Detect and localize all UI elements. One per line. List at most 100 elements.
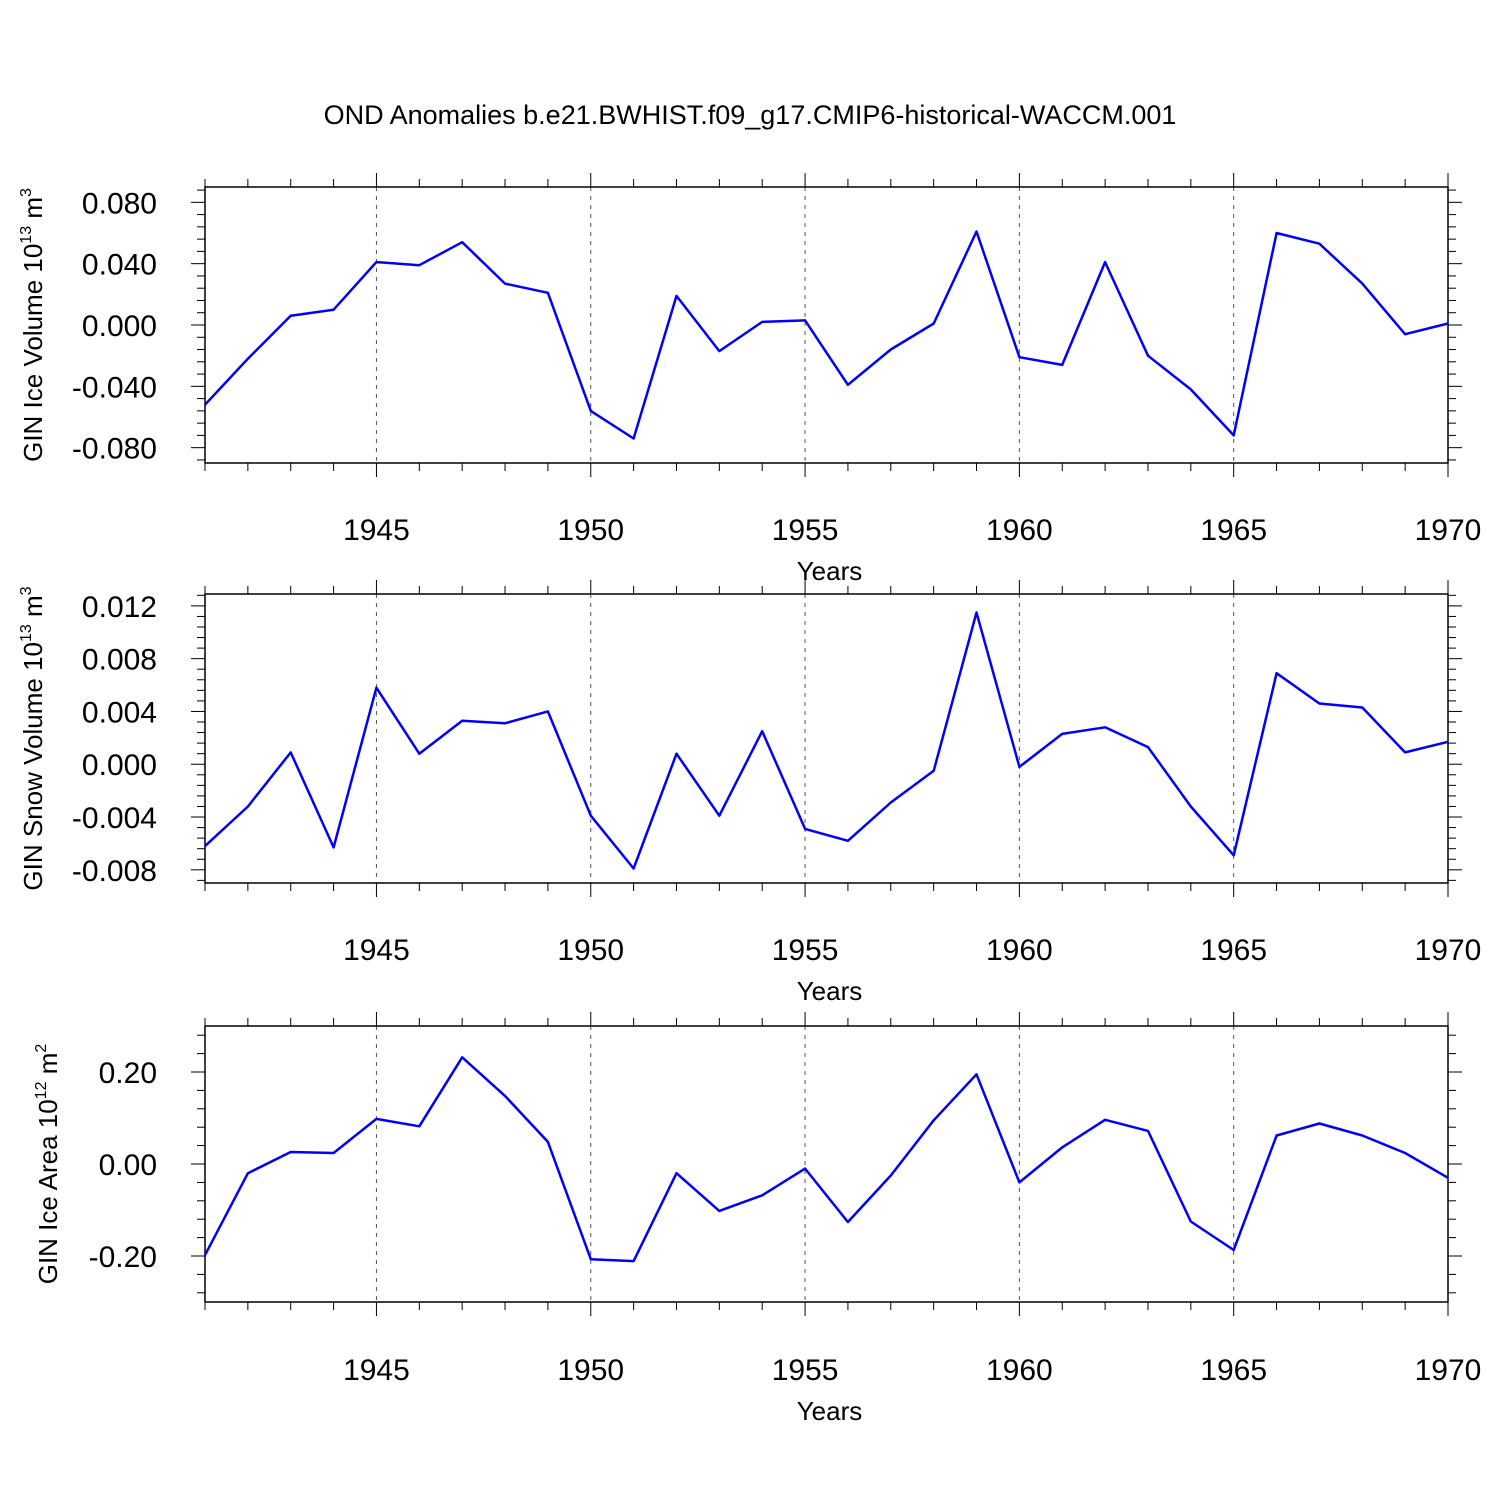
x-tick-label: 1945 (343, 514, 410, 547)
data-point (418, 264, 420, 266)
data-point (590, 410, 592, 412)
data-point (976, 1073, 978, 1075)
data-point (933, 322, 935, 324)
data-point (1276, 672, 1278, 674)
data-point (1061, 364, 1063, 366)
data-point (1318, 703, 1320, 705)
y-axis-title-unit-exponent: 2 (33, 1044, 50, 1053)
y-axis-title-unit-exponent: 3 (18, 188, 35, 197)
y-axis-title-text: GIN Snow Volume 10 (18, 642, 48, 891)
data-point (761, 1194, 763, 1196)
data-point (418, 1125, 420, 1127)
chart-title: OND Anomalies b.e21.BWHIST.f09_g17.CMIP6… (324, 100, 1177, 130)
data-point (1104, 261, 1106, 263)
plot-frame (204, 1025, 1449, 1303)
panels: -0.080 -0.040 0.000 0.040 0.080 1945 1950 1955 1… (18, 173, 1481, 1426)
data-point (847, 1221, 849, 1223)
data-point (847, 840, 849, 842)
data-point (1404, 333, 1406, 335)
data-point (1061, 733, 1063, 735)
panel-2: -0.008 -0.004 0.000 0.004 0.008 0.012 1945 1950… (18, 580, 1481, 1006)
x-tick-label: 1955 (772, 934, 839, 967)
plot-frame (204, 186, 1449, 464)
data-point (1190, 1221, 1192, 1223)
y-axis-title: GIN Ice Area 1012 m2 (33, 1044, 63, 1285)
data-point (633, 867, 635, 869)
x-tick-label: 1970 (1415, 514, 1482, 547)
x-tick-label: 1970 (1415, 934, 1482, 967)
data-point (547, 1141, 549, 1143)
data-point (504, 722, 506, 724)
data-point (633, 1260, 635, 1262)
x-axis-title: Years (797, 556, 863, 586)
panel-3: -0.20 0.00 0.20 1945 1950 1955 1960 1965 1970 Yea… (33, 1012, 1481, 1426)
y-axis-title-text: GIN Ice Volume 10 (18, 244, 48, 462)
x-tick-label: 1955 (772, 514, 839, 547)
data-point (847, 384, 849, 386)
y-axis-title-unit: m (18, 595, 48, 624)
data-point (333, 846, 335, 848)
data-point (1190, 805, 1192, 807)
data-point (1233, 1249, 1235, 1251)
data-point (418, 753, 420, 755)
x-tick-label: 1965 (1200, 934, 1267, 967)
data-point (247, 805, 249, 807)
data-point (333, 309, 335, 311)
data-point (1104, 1119, 1106, 1121)
data-point (247, 358, 249, 360)
y-tick-label: -0.040 (72, 371, 157, 404)
data-point (1404, 1152, 1406, 1154)
y-axis-title-unit: m (33, 1053, 63, 1082)
y-axis-title-text: GIN Ice Area 10 (33, 1099, 63, 1284)
data-point (1361, 1134, 1363, 1136)
data-point (761, 730, 763, 732)
data-point (890, 802, 892, 804)
data-point (1361, 283, 1363, 285)
data-point (1233, 854, 1235, 856)
data-point (1447, 741, 1449, 743)
data-point (1318, 243, 1320, 245)
x-tick-label: 1960 (986, 1354, 1053, 1387)
data-point (1018, 766, 1020, 768)
data-point (1147, 746, 1149, 748)
series-line (203, 1056, 1449, 1263)
y-tick-label: 0.008 (82, 644, 157, 677)
data-point (375, 261, 377, 263)
data-point (1404, 751, 1406, 753)
data-point (375, 687, 377, 689)
x-tick-label: 1960 (986, 514, 1053, 547)
y-tick-label: 0.000 (82, 749, 157, 782)
y-tick-label: 0.004 (82, 696, 157, 729)
data-point (461, 720, 463, 722)
y-tick-label: 0.20 (99, 1057, 157, 1090)
y-axis-title-unit-exponent: 3 (18, 586, 35, 595)
data-point (461, 1056, 463, 1058)
x-tick-label: 1950 (557, 934, 624, 967)
data-point (547, 292, 549, 294)
x-axis-title: Years (797, 976, 863, 1006)
data-point (1276, 1134, 1278, 1136)
y-axis-title-exponent: 12 (33, 1081, 50, 1099)
x-tick-label: 1965 (1200, 1354, 1267, 1387)
data-point (290, 315, 292, 317)
data-point (333, 1152, 335, 1154)
data-point (1147, 355, 1149, 357)
data-point (504, 1095, 506, 1097)
data-point (1104, 726, 1106, 728)
data-point (590, 1258, 592, 1260)
data-point (675, 295, 677, 297)
data-point (461, 241, 463, 243)
data-point (1361, 706, 1363, 708)
y-tick-label: 0.040 (82, 249, 157, 282)
series-line (204, 230, 1449, 440)
data-point (1061, 1146, 1063, 1148)
plot-frame (204, 593, 1449, 884)
data-point (1147, 1130, 1149, 1132)
data-point (1018, 356, 1020, 358)
data-point (504, 283, 506, 285)
data-point (761, 321, 763, 323)
data-point (1276, 232, 1278, 234)
data-point (890, 1175, 892, 1177)
y-tick-label: -0.080 (72, 433, 157, 466)
